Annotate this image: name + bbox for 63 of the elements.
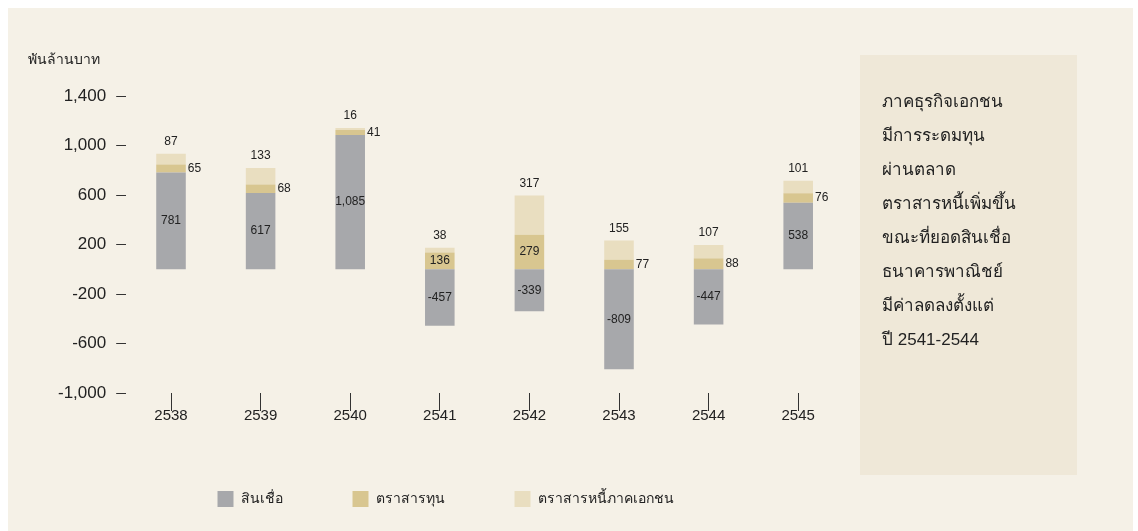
x-tick-label: 2545: [781, 406, 815, 424]
data-label: 88: [725, 256, 740, 271]
bar: [156, 172, 186, 270]
y-tick-label: 200: [77, 234, 107, 254]
x-tick-label: 2542: [512, 406, 547, 424]
bar: [783, 202, 813, 270]
x-tick-label: 2540: [333, 406, 367, 424]
bar: [335, 134, 365, 270]
data-label: 87: [164, 134, 178, 149]
data-label: -339: [517, 282, 542, 297]
bar: [783, 180, 813, 194]
data-label: 76: [814, 190, 829, 205]
bar: [245, 192, 276, 270]
bar: [783, 193, 813, 203]
x-tick-label: 2538: [154, 406, 188, 424]
y-tick-label: -600: [72, 333, 107, 353]
y-tick-label: 600: [77, 184, 107, 204]
y-tick-label: -200: [72, 283, 107, 303]
bar: [245, 168, 276, 185]
y-tick-label: 1,400: [63, 85, 107, 105]
y-tick-label: 1,000: [63, 135, 107, 155]
bar: [156, 153, 186, 165]
data-label: 16: [343, 108, 358, 123]
data-label: 41: [366, 124, 381, 139]
text: ภาคธุรกิจเอกชน มีการระดมทุน ผ่านตลาด ตราสารหนี้เพิ่มขึ้น ขณะที่ยอดสินเชื่อ ธนาคารพาณิชย์ มีค่าลดลงตั้งแต่ ปี 2541-2544: [860, 55, 1077, 475]
data-label: 781: [160, 213, 182, 228]
data-label: -809: [606, 311, 632, 326]
bar: [156, 164, 186, 173]
data-label: 38: [433, 228, 447, 243]
x-tick-label: 2541: [423, 406, 457, 424]
x-tick-label: 2539: [243, 406, 278, 424]
bar: [335, 129, 365, 135]
bar: [693, 269, 724, 325]
data-label: 68: [277, 181, 292, 195]
data-label: -457: [427, 289, 453, 304]
data-label: 538: [788, 228, 809, 243]
data-label: -447: [696, 289, 721, 304]
bar: [693, 245, 724, 259]
bar: [604, 240, 634, 260]
data-label: 107: [698, 225, 719, 240]
bar: [604, 259, 634, 270]
bar: [425, 269, 455, 326]
x-tick-label: 2543: [602, 406, 636, 424]
data-label: 136: [429, 253, 451, 268]
bar: [693, 258, 724, 270]
legend-label: สินเชื่อ: [240, 488, 283, 506]
bar: [604, 269, 634, 370]
data-label: 155: [608, 220, 630, 235]
data-label: 617: [250, 223, 271, 238]
data-label: 317: [519, 175, 540, 190]
legend-label: ตราสารหนี้ภาคเอกชน: [537, 487, 674, 506]
data-label: 77: [635, 256, 650, 271]
x-tick-label: 2544: [691, 406, 726, 424]
data-label: 101: [788, 161, 809, 176]
y-tick-label: -1,000: [58, 382, 107, 402]
data-label: 65: [187, 160, 202, 175]
bar: [514, 195, 545, 235]
data-label: 1,085: [335, 194, 366, 209]
data-label: 133: [250, 148, 271, 163]
legend-label: ตราสารทุน: [375, 489, 445, 507]
data-label: 279: [519, 244, 540, 259]
y-axis-title: พันล้านบาท: [28, 50, 100, 67]
bar: [245, 184, 276, 193]
